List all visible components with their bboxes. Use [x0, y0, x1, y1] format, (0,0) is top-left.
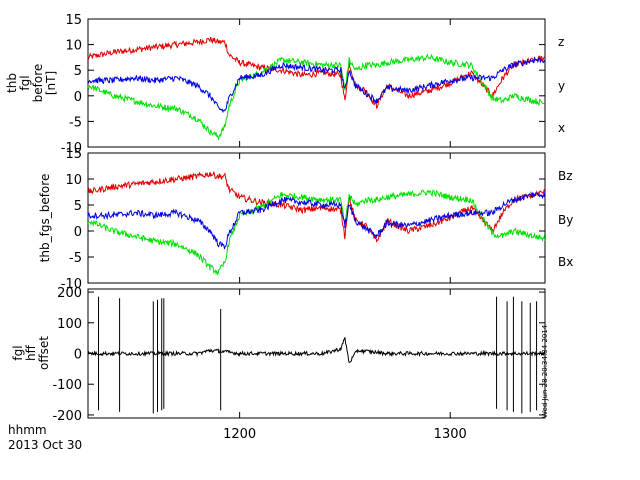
- legend-z: z: [558, 35, 564, 49]
- y-tick-label: 0: [74, 90, 82, 105]
- panel-2-xticks: [239, 153, 451, 283]
- ylabel-line: fgl: [11, 345, 25, 360]
- y-tick-label: 10: [65, 39, 82, 54]
- ylabel-line: thb: [5, 73, 19, 93]
- ylabel-line: before: [31, 64, 45, 103]
- series-line-offset: [87, 337, 545, 364]
- y-tick-label: -5: [69, 115, 82, 130]
- panel-2: -10 -5 0 5 10 15 thb_fgs_before Bz By Bx: [38, 147, 573, 292]
- timestamp-stamp: Wed Jun 28 20:34:34 2014: [541, 324, 549, 418]
- y-tick-label: 0: [74, 225, 82, 240]
- legend-bz: Bz: [558, 169, 573, 183]
- y-tick-label: -10: [61, 141, 82, 156]
- panel-1-series: [87, 36, 546, 141]
- y-tick-label: 5: [74, 199, 82, 214]
- panel-3-spikes: [98, 296, 538, 414]
- panel-3-xticks: 1200 1300: [223, 289, 467, 442]
- legend-x: x: [558, 121, 565, 135]
- panel-1-xticks: [239, 19, 451, 147]
- panel-3-series: [87, 337, 545, 364]
- ylabel-line: thb_fgs_before: [38, 174, 52, 263]
- panel-1-legend: z y x: [558, 35, 565, 135]
- date-label: 2013 Oct 30: [8, 438, 82, 452]
- ylabel-line: hff: [24, 344, 38, 361]
- panel-2-yticks: -10 -5 0 5 10 15: [61, 147, 545, 292]
- y-tick-label: 15: [65, 147, 82, 162]
- y-tick-label: -10: [61, 277, 82, 292]
- panel-1-ylabel: thb fgl before [nT]: [5, 64, 58, 103]
- panel-1: -10 -5 0 5 10 15 thb fgl before [nT] z y x: [5, 13, 565, 156]
- y-tick-label: 200: [57, 286, 82, 301]
- ylabel-line: offset: [37, 336, 51, 370]
- series-line-z: [87, 36, 545, 110]
- ylabel-line: [nT]: [44, 71, 58, 95]
- series-line-bz: [87, 171, 545, 243]
- panel-2-series: [87, 171, 546, 276]
- panel-3-ylabel: fgl hff offset: [11, 336, 51, 370]
- series-line-x: [87, 56, 546, 114]
- y-tick-label: 10: [65, 173, 82, 188]
- legend-y: y: [558, 79, 565, 93]
- y-tick-label: 15: [65, 13, 82, 28]
- panel-1-frame: [87, 18, 546, 148]
- panel-2-frame: [87, 152, 546, 284]
- x-tick-label: 1300: [434, 427, 467, 442]
- x-unit-label: hhmm: [8, 423, 47, 437]
- y-tick-label: 5: [74, 64, 82, 79]
- panel-1-yticks: -10 -5 0 5 10 15: [61, 13, 545, 156]
- y-tick-label: -5: [69, 251, 82, 266]
- ylabel-line: fgl: [18, 75, 32, 90]
- y-tick-label: -100: [52, 378, 82, 393]
- series-line-bx: [87, 191, 546, 250]
- y-tick-label: 100: [57, 317, 82, 332]
- legend-by: By: [558, 213, 573, 227]
- legend-bx: Bx: [558, 255, 573, 269]
- series-line-by: [87, 189, 546, 276]
- y-tick-label: 0: [74, 348, 82, 363]
- panel-3-yticks: -200 -100 0 100 200: [52, 286, 545, 424]
- x-tick-label: 1200: [223, 427, 256, 442]
- y-tick-label: -200: [52, 409, 82, 424]
- panel-2-ylabel: thb_fgs_before: [38, 174, 52, 263]
- panel-2-legend: Bz By Bx: [558, 169, 573, 269]
